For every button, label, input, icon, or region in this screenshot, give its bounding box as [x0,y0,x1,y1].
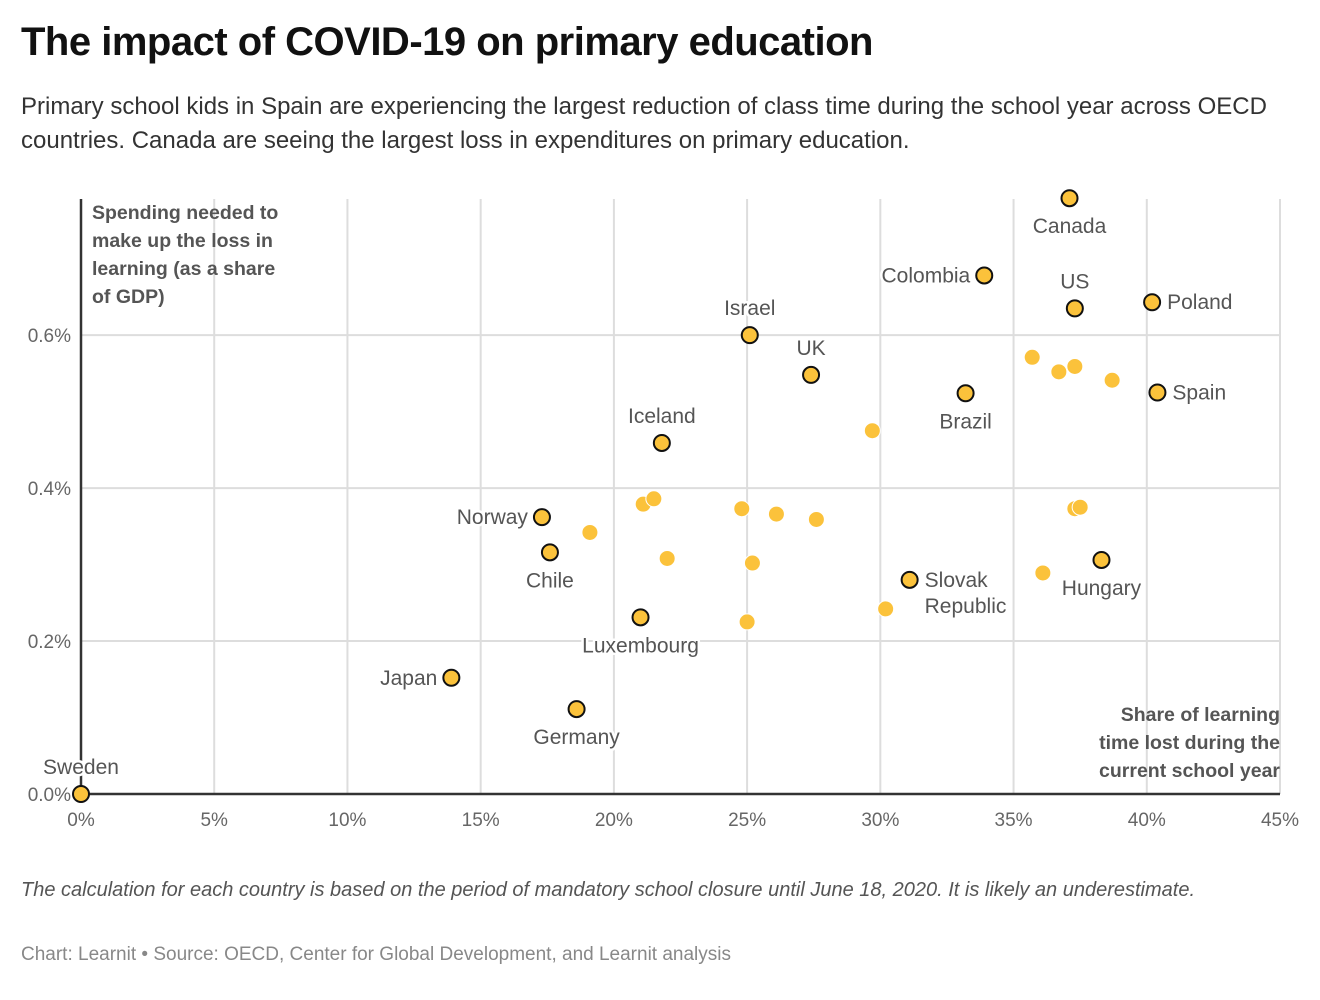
data-point[interactable] [1023,348,1041,366]
y-axis-title: make up the loss in [92,230,273,252]
data-point-canada[interactable] [1060,189,1079,208]
data-point[interactable] [1103,371,1121,389]
point-label: Luxembourg [582,634,699,657]
data-point[interactable] [767,505,785,523]
unlabeled-points [581,348,1121,631]
x-tick-label: 25% [728,810,766,831]
point-label: Germany [533,726,620,749]
x-axis-title: Share of learning [1121,704,1280,726]
x-tick-label: 30% [861,810,899,831]
point-label: Spain [1172,381,1226,404]
data-point-norway[interactable] [532,508,551,527]
point-label: Israel [724,297,775,320]
data-point[interactable] [877,600,895,618]
data-point-germany[interactable] [567,700,586,719]
data-point[interactable] [807,510,825,528]
axes: 0% 5% 10% 15% 20% 25% 30% 35% 40% 45% 0.0% 0.2% 0.4%… [28,199,1299,831]
y-axis-title: learning (as a share [92,258,275,280]
data-point[interactable] [1050,363,1068,381]
chart-subtitle: Primary school kids in Spain are experie… [21,93,1267,154]
point-label: Chile [526,569,574,592]
data-point-brazil[interactable] [956,384,975,403]
chart-title: The impact of COVID-19 on primary educat… [21,20,873,64]
point-label: Colombia [882,264,971,287]
x-tick-label: 35% [995,810,1033,831]
x-tick-label: 45% [1261,810,1299,831]
y-axis-title: of GDP) [92,286,165,308]
data-point-colombia[interactable] [975,266,994,285]
point-label: Brazil [939,410,992,433]
data-point[interactable] [1034,564,1052,582]
point-label: US [1060,270,1089,293]
y-tick-label: 0.0% [28,785,71,806]
data-point-israel[interactable] [740,326,759,345]
data-point-iceland[interactable] [652,433,671,452]
y-tick-label: 0.4% [28,479,71,500]
point-label: Iceland [628,405,696,428]
scatter-chart: 0% 5% 10% 15% 20% 25% 30% 35% 40% 45% 0.0% 0.2% 0.4%… [28,189,1299,831]
data-point[interactable] [658,549,676,567]
data-point-us[interactable] [1065,299,1084,318]
data-point[interactable] [738,613,756,631]
x-axis-title: time lost during the [1099,732,1280,754]
x-tick-label: 40% [1128,810,1166,831]
data-point[interactable] [1066,357,1084,375]
y-tick-label: 0.6% [28,326,71,347]
y-axis-title: Spending needed to [92,202,278,224]
axis-titles: Spending needed to make up the loss in lea… [92,202,1280,782]
data-point-hungary[interactable] [1092,550,1111,569]
data-point-sweden[interactable] [72,785,90,803]
point-label: Hungary [1062,577,1142,600]
labeled-points [72,189,1167,803]
point-label: Japan [380,667,437,690]
x-tick-label: 5% [200,810,228,831]
footnote: The calculation for each country is base… [21,879,1196,901]
point-label: Republic [925,595,1007,618]
data-point-chile[interactable] [540,543,559,562]
data-point-japan[interactable] [442,668,461,687]
source-credit: Chart: Learnit • Source: OECD, Center fo… [21,944,731,965]
point-label: Poland [1167,291,1232,314]
data-point-uk[interactable] [802,365,821,384]
data-point[interactable] [581,523,599,541]
point-label: Slovak [925,569,989,592]
data-point[interactable] [863,422,881,440]
y-tick-label: 0.2% [28,632,71,653]
point-label: Canada [1033,215,1107,238]
point-label: UK [796,337,825,360]
data-point-luxembourg[interactable] [631,608,650,627]
x-tick-label: 0% [67,810,95,831]
x-axis-title: current school year [1099,760,1280,782]
data-point[interactable] [733,500,751,518]
data-point[interactable] [743,554,761,572]
grid [81,199,1281,794]
data-point-slovak-republic[interactable] [900,570,919,589]
data-point[interactable] [1071,498,1089,516]
x-tick-label: 15% [462,810,500,831]
point-label: Sweden [43,756,119,779]
data-point-poland[interactable] [1143,293,1162,312]
x-tick-label: 20% [595,810,633,831]
point-label: Norway [457,506,529,529]
data-point-spain[interactable] [1148,383,1167,402]
data-point[interactable] [645,490,663,508]
point-labels: Sweden Japan Germany Norway Chile Luxembourg I… [41,213,1235,782]
x-tick-label: 10% [328,810,366,831]
